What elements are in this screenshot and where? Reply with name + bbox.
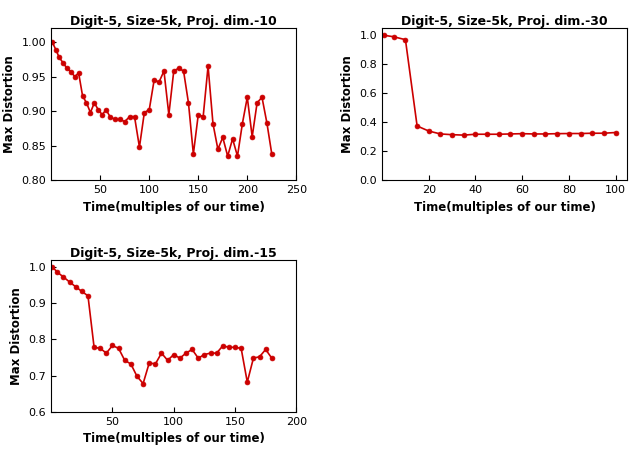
Title: Digit-5, Size-5k, Proj. dim.-10: Digit-5, Size-5k, Proj. dim.-10 bbox=[70, 15, 277, 28]
Y-axis label: Max Distortion: Max Distortion bbox=[10, 287, 23, 385]
Title: Digit-5, Size-5k, Proj. dim.-15: Digit-5, Size-5k, Proj. dim.-15 bbox=[70, 247, 277, 260]
Y-axis label: Max Distortion: Max Distortion bbox=[341, 55, 354, 153]
Title: Digit-5, Size-5k, Proj. dim.-30: Digit-5, Size-5k, Proj. dim.-30 bbox=[401, 15, 608, 28]
X-axis label: Time(multiples of our time): Time(multiples of our time) bbox=[413, 201, 596, 214]
X-axis label: Time(multiples of our time): Time(multiples of our time) bbox=[83, 201, 265, 214]
Y-axis label: Max Distortion: Max Distortion bbox=[3, 55, 16, 153]
X-axis label: Time(multiples of our time): Time(multiples of our time) bbox=[83, 432, 265, 445]
